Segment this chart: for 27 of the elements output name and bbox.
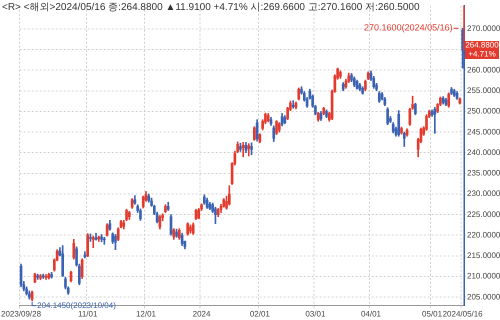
x-tick-label: 05/01 xyxy=(422,309,443,318)
y-tick-label: 215.0000 xyxy=(467,251,500,260)
annotation: 264.8800 +4.71% xyxy=(465,40,500,59)
x-tick-label: 12/01 xyxy=(136,309,157,318)
y-tick-label: 205.0000 xyxy=(467,292,500,302)
x-tick-label: 02/01 xyxy=(250,309,270,318)
annotation: 270.1600(2024/05/16) xyxy=(364,22,453,33)
annotation: 204.1450(2023/10/04) xyxy=(37,300,116,310)
y-tick-label: 255.0000 xyxy=(467,86,500,96)
y-tick-label: 250.0000 xyxy=(467,106,500,116)
y-tick-label: 210.0000 xyxy=(467,272,500,281)
x-tick-label: 2023/09/28 xyxy=(1,309,42,318)
x-tick-label: 2024/05/16 xyxy=(442,309,484,318)
candlestick xyxy=(89,234,92,242)
x-tick-label: 2024 xyxy=(192,309,211,318)
y-tick-label: 225.0000 xyxy=(467,210,500,219)
y-tick-label: 240.0000 xyxy=(467,148,500,157)
chart-title: <R> <해외>2024/05/16 종:264.8800 ▲11.9100 +4.71% 시:269.6600 고:270.1600 저:260.5000 xyxy=(2,1,420,14)
y-tick-label: 235.0000 xyxy=(467,168,500,178)
y-tick-label: 260.0000 xyxy=(467,65,500,74)
y-tick-label: 220.0000 xyxy=(467,230,500,240)
x-tick-label: 03/01 xyxy=(305,309,326,318)
x-tick-label: 04/01 xyxy=(360,309,382,318)
y-tick-label: 245.0000 xyxy=(467,127,500,136)
x-tick-label: 11/01 xyxy=(78,309,98,318)
y-tick-label: 270.0000 xyxy=(467,24,500,34)
y-tick-label: 230.0000 xyxy=(467,189,500,198)
